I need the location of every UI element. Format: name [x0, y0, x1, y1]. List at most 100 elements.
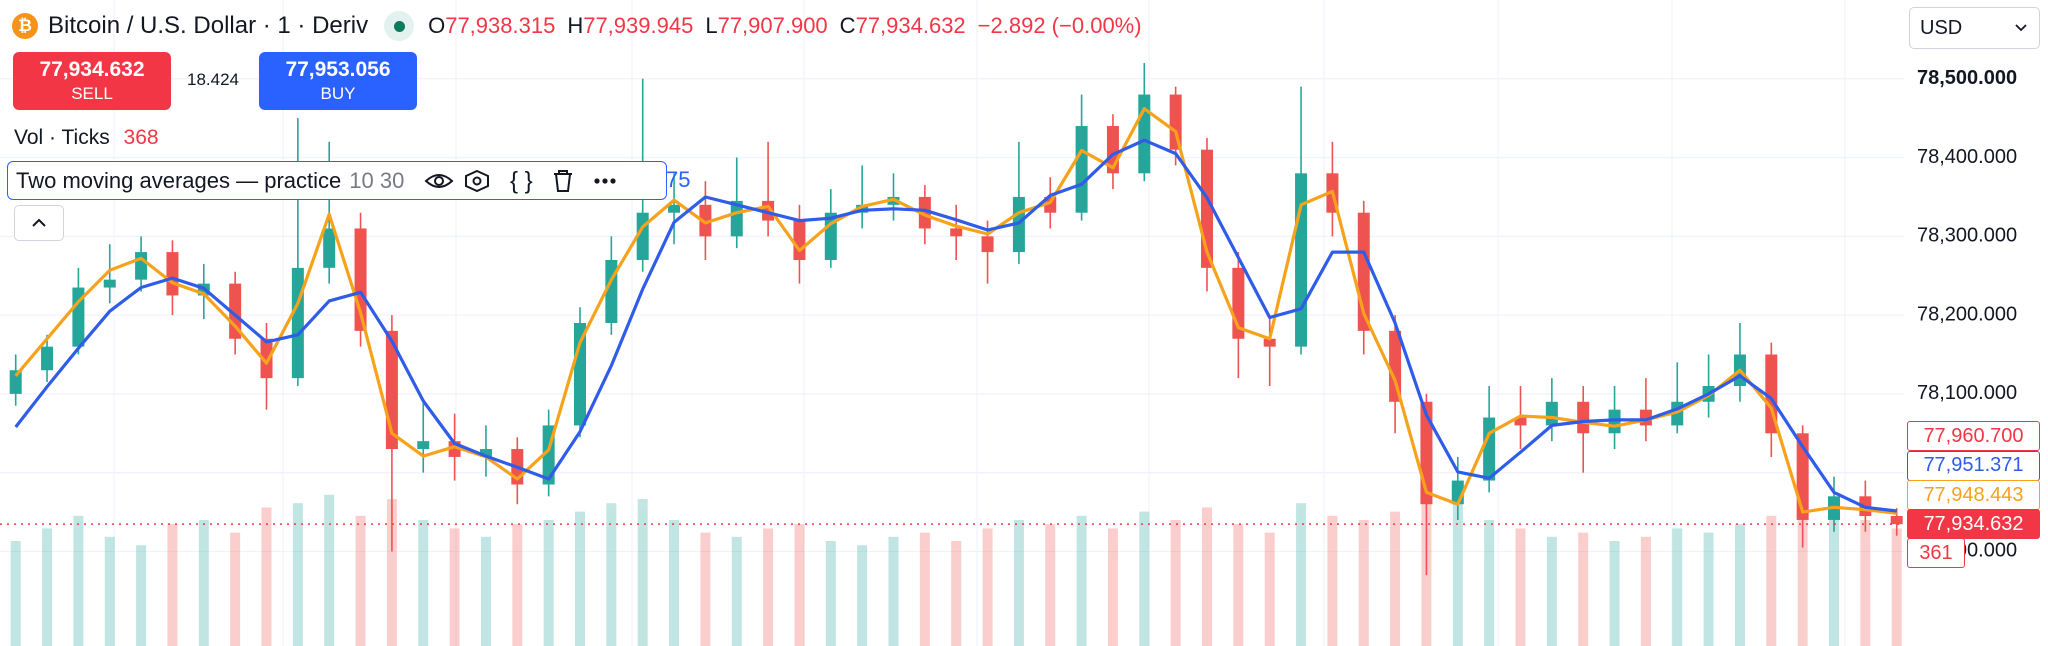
volume-bar	[1013, 520, 1024, 646]
volume-bar	[982, 528, 993, 646]
volume-bar	[1045, 524, 1056, 646]
settings-icon[interactable]	[465, 169, 490, 192]
volume-bar	[480, 536, 491, 646]
candle-body	[699, 204, 712, 237]
indicator-params: 10 30	[349, 167, 405, 193]
volume-bar	[198, 520, 209, 646]
candle-body	[1890, 516, 1903, 525]
candle-body	[1075, 126, 1088, 213]
spread: 18.424	[187, 70, 239, 89]
candle-body	[1169, 94, 1182, 150]
volume-bar	[1107, 528, 1118, 646]
volume-legend-label: Vol · Ticks	[14, 126, 110, 149]
svg-text:{ }: { }	[510, 167, 533, 194]
volume-bar	[418, 520, 429, 646]
volume-bar	[1139, 511, 1150, 646]
sell-button[interactable]: 77,934.632 SELL	[13, 52, 171, 110]
bar-countdown: 361	[1907, 538, 1965, 569]
volume-bar	[1766, 515, 1777, 646]
candle-body	[1577, 401, 1590, 434]
volume-legend: Vol · Ticks 368	[14, 126, 159, 150]
indicator-value-overflow: 75	[666, 167, 691, 192]
source-code-icon[interactable]: { }	[510, 167, 533, 194]
candle-body	[793, 220, 806, 260]
ohlc-key: O	[428, 13, 446, 38]
volume-bar	[1233, 524, 1244, 646]
price-tag: 77,960.700	[1907, 421, 2040, 451]
volume-bar	[637, 499, 648, 646]
volume-bar	[324, 494, 335, 646]
candle-body	[668, 204, 681, 213]
more-icon[interactable]	[594, 177, 616, 184]
currency-value: USD	[1920, 16, 1963, 39]
moving-average-line	[14, 138, 1897, 513]
y-tick-label: 78,300.000	[1917, 225, 2017, 247]
buy-price: 77,953.056	[285, 58, 391, 81]
candle-body	[981, 236, 994, 253]
volume-bar	[951, 541, 962, 646]
volume-bar	[1578, 532, 1589, 646]
candle-body	[1389, 330, 1402, 402]
volume-bar	[1076, 515, 1087, 646]
volume-bar	[794, 524, 805, 646]
eye-icon[interactable]	[424, 173, 454, 188]
chevron-up	[32, 218, 46, 227]
candle-body	[1483, 417, 1496, 481]
candle-body	[1514, 417, 1527, 426]
volume-bar	[1296, 503, 1307, 646]
y-tick-label: 78,500.000	[1917, 67, 2017, 89]
candle-body	[135, 252, 148, 280]
volume-bar	[230, 532, 241, 646]
symbol-title[interactable]: Bitcoin / U.S. Dollar · 1 · Deriv	[48, 12, 369, 39]
candle-body	[574, 323, 586, 426]
chevron-down	[2015, 24, 2027, 32]
collapse-button[interactable]	[14, 205, 64, 241]
currency-select[interactable]: USD	[1909, 7, 2040, 49]
ohlc-value: 77,938.315	[445, 13, 556, 38]
volume-bar	[1264, 532, 1275, 646]
volume-bar	[763, 528, 774, 646]
sell-price: 77,934.632	[39, 58, 145, 81]
sell-label: SELL	[71, 84, 113, 103]
candle-body	[1263, 338, 1276, 347]
volume-bar	[1703, 532, 1714, 646]
candle-body	[260, 338, 273, 379]
volume-bar	[1797, 499, 1808, 646]
volume-bar	[888, 536, 899, 646]
volume-bar	[857, 545, 868, 646]
candle-body	[950, 228, 963, 237]
volume-legend-value: 368	[123, 126, 159, 149]
volume-bar	[1609, 541, 1620, 646]
candle-body	[730, 200, 743, 237]
buy-label: BUY	[320, 84, 356, 103]
ohlc-close: C77,934.632	[840, 13, 966, 39]
candle-body	[166, 252, 179, 296]
buy-button[interactable]: 77,953.056 BUY	[259, 52, 417, 110]
indicator-actions: { }	[424, 167, 616, 194]
volume-bar	[1452, 503, 1463, 646]
y-tick-label: 78,400.000	[1917, 146, 2017, 168]
price-tag: 77,951.371	[1907, 450, 2040, 481]
y-tick-label: 78,100.000	[1917, 382, 2017, 404]
volume-bar	[700, 532, 711, 646]
volume-bar	[1860, 520, 1871, 646]
volume-bar	[1484, 520, 1495, 646]
indicator-legend[interactable]: Two moving averages — practice 10 30 { }	[7, 161, 667, 200]
volume-bar	[104, 536, 115, 646]
market-status	[384, 11, 415, 41]
candle-body	[103, 279, 116, 288]
ohlc-value: 77,934.632	[855, 13, 966, 38]
volume-bar	[136, 545, 147, 646]
ohlc-low: L77,907.900	[705, 13, 827, 39]
bitcoin-icon: ₿	[12, 13, 38, 39]
candle-body	[41, 346, 54, 371]
volume-bar	[1515, 528, 1526, 646]
volume-bar	[292, 503, 303, 646]
candle-body	[1545, 401, 1558, 426]
y-tick-label: 78,200.000	[1917, 303, 2017, 325]
delete-icon[interactable]	[554, 169, 573, 192]
price-change: −2.892 (−0.00%)	[977, 13, 1142, 38]
ohlc-key: H	[567, 13, 584, 38]
candle-body	[1295, 173, 1308, 347]
volume-bar	[919, 532, 930, 646]
